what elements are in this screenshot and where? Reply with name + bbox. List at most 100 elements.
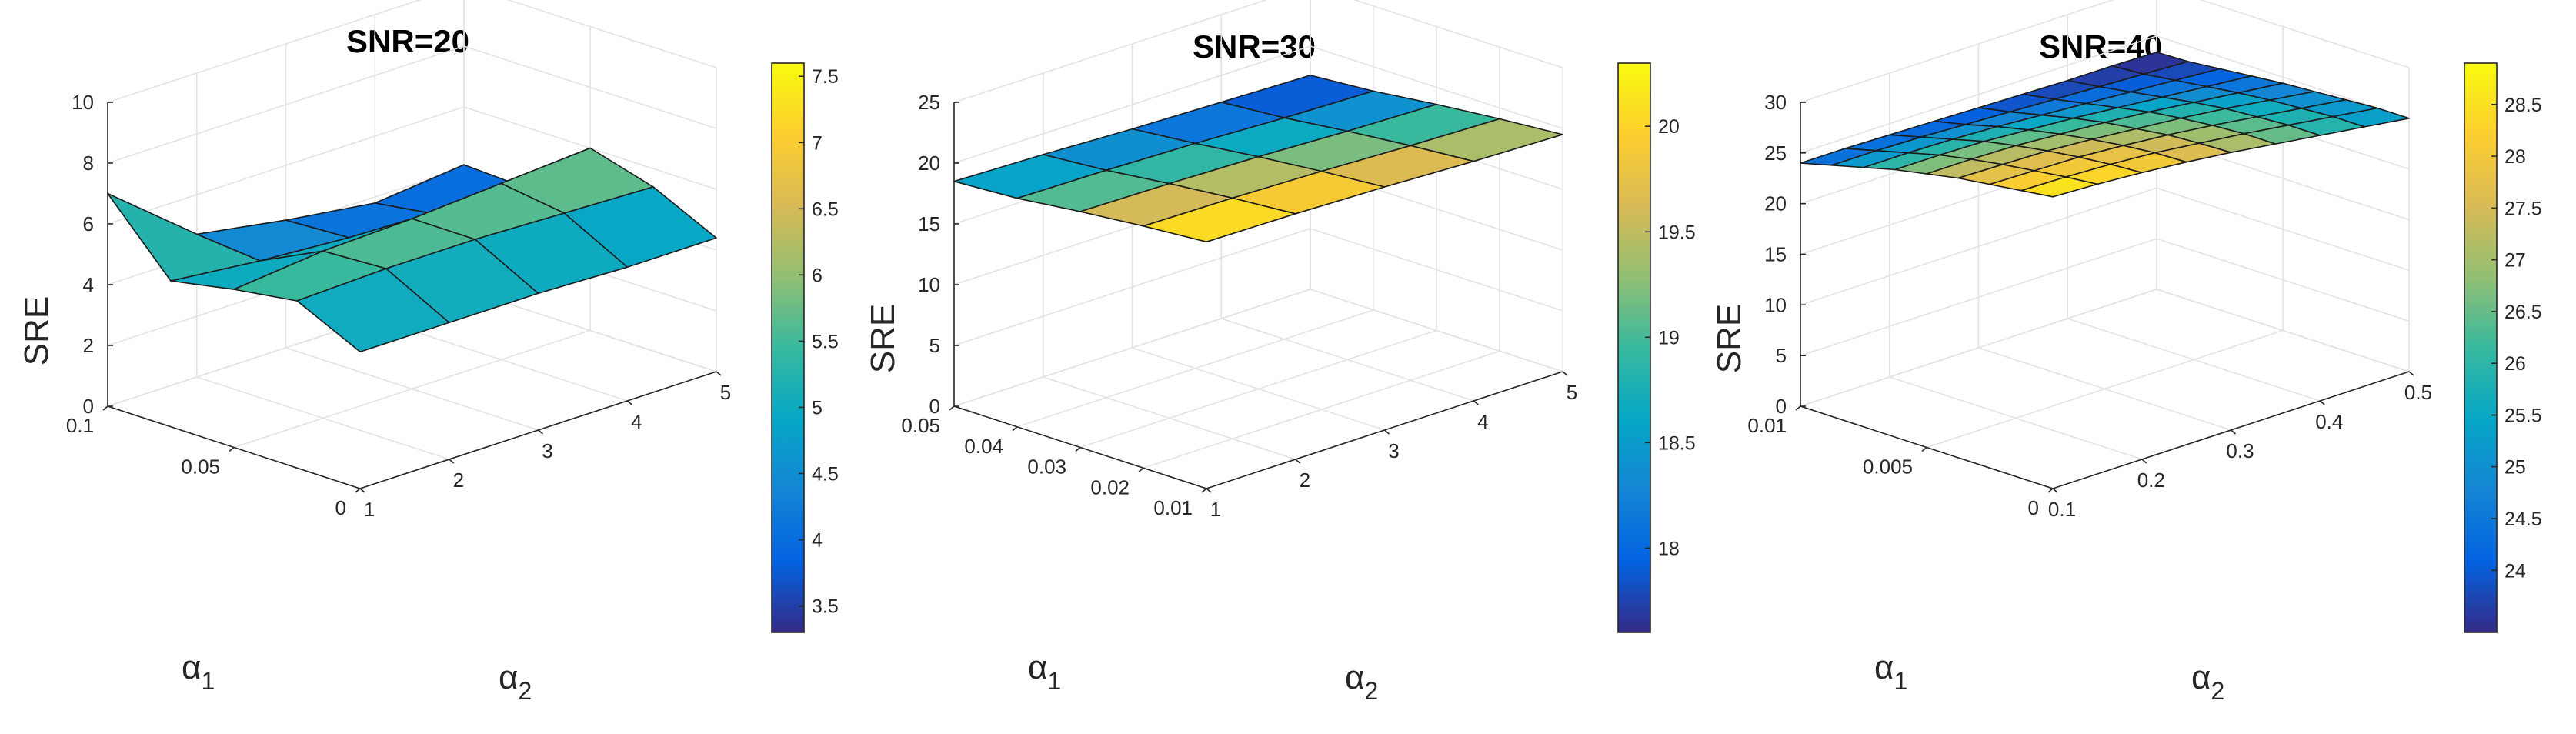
colorbar: 3.5 4 4.5 5 5.5 6 6.5 7 7.5 (771, 62, 839, 633)
y-axis-label: α1 (1874, 649, 1907, 695)
colorbar-tick-label: 6.5 (812, 199, 839, 220)
y-tick-mark (229, 446, 235, 452)
x-tick-label: 3 (1388, 439, 1399, 462)
colorbar-tick-label: 26 (2504, 353, 2526, 375)
colorbar-tick-label: 18.5 (1658, 432, 1696, 454)
x-axis-label: α2 (1345, 659, 1378, 705)
x-tick-label: 2 (453, 469, 464, 492)
colorbar-tick-label: 27 (2504, 250, 2526, 272)
y-tick-mark (1201, 488, 1207, 493)
z-axis-label: SRE (864, 304, 902, 373)
y-tick-mark (1075, 446, 1081, 452)
z-gridline (1800, 289, 2410, 407)
y-tick-mark (102, 405, 108, 411)
y-tick-label: 0.02 (1090, 475, 1130, 499)
x-axis-label: α2 (2191, 659, 2224, 705)
colorbar-tick-label: 28 (2504, 146, 2526, 168)
z-tick-label: 25 (1764, 142, 1787, 165)
x-tick-label: 0.1 (2048, 498, 2076, 521)
y-tick-label: 0.03 (1027, 455, 1066, 479)
y-tick-label: 0 (2028, 496, 2039, 519)
colorbar-tick-label: 19.5 (1658, 222, 1696, 243)
colorbar-gradient (2464, 63, 2497, 632)
x-tick-label: 1 (1210, 498, 1221, 521)
z-gridline (107, 0, 717, 103)
y-tick-mark (1795, 405, 1801, 411)
x-tick-mark (2230, 429, 2237, 435)
x-tick-label: 4 (1477, 410, 1488, 433)
colorbar-tick-label: 24.5 (2504, 509, 2542, 530)
y-tick-mark (949, 405, 955, 411)
z-tick-label: 30 (1764, 91, 1787, 114)
z-tick-label: 0 (83, 395, 94, 418)
y-tick-label: 0 (335, 496, 346, 519)
x-tick-mark (2052, 488, 2058, 493)
subplot-snr40: SNR=40 0.10.20.30.40.500.0050.0105101520… (1710, 0, 2542, 705)
x-tick-mark (716, 371, 722, 376)
y-tick-mark (355, 488, 361, 493)
colorbar-tick-label: 18 (1658, 538, 1680, 559)
colorbar-tick-label: 27.5 (2504, 198, 2542, 219)
axes-3d: 1 2 3 4 5 0.01 0.02 0.03 0.04 0.050 5 10 15 20 25 (901, 0, 1577, 521)
z-tick-label: 15 (1764, 243, 1787, 266)
colorbar-tick-label: 7 (812, 132, 823, 154)
z-gridline (1800, 238, 2410, 356)
x-tick-mark (1473, 400, 1479, 405)
x-tick-mark (2319, 400, 2325, 405)
colorbar-frame (771, 62, 805, 633)
z-tick-label: 10 (72, 91, 94, 114)
colorbar-frame (1617, 62, 1651, 633)
y-tick-label: 0.01 (1747, 414, 1787, 437)
x-tick-label: 0.4 (2315, 410, 2343, 433)
colorbar-tick-label: 5.5 (812, 331, 839, 352)
colorbar-tick-label: 6 (812, 265, 823, 286)
x-tick-mark (1295, 459, 1301, 464)
x-tick-label: 1 (364, 498, 375, 521)
x-tick-label: 4 (631, 410, 642, 433)
y-tick-label: 0.05 (901, 414, 940, 437)
y-tick-mark (2047, 488, 2054, 493)
y-tick-label: 0.005 (1863, 455, 1913, 479)
colorbar-tick-label: 3.5 (812, 596, 839, 618)
colorbar-tick-label: 24 (2504, 560, 2526, 582)
x-tick-mark (626, 400, 632, 405)
z-tick-label: 0 (929, 395, 940, 418)
z-tick-label: 4 (83, 273, 94, 296)
colorbar-tick-label: 4.5 (812, 464, 839, 485)
x-tick-label: 5 (1567, 381, 1577, 404)
y-axis-label: α1 (1028, 649, 1061, 695)
colorbar-tick-label: 20 (1658, 116, 1680, 138)
y-gridline (1079, 26, 1437, 449)
surface-patch (1143, 197, 1296, 243)
subplot-title: SNR=20 (346, 23, 469, 59)
colorbar: 18 18.5 19 19.5 20 (1617, 62, 1696, 633)
x-tick-mark (2408, 371, 2414, 376)
z-gridline (953, 0, 1563, 103)
z-tick-label: 0 (1776, 395, 1787, 418)
colorbar-tick-label: 7.5 (812, 66, 839, 88)
z-tick-label: 10 (1764, 293, 1787, 316)
z-gridline (953, 228, 1563, 346)
y-axis-label: α1 (182, 649, 215, 695)
colorbar-tick-label: 25 (2504, 457, 2526, 479)
z-axis-label: SRE (18, 296, 55, 365)
z-tick-label: 20 (918, 152, 940, 175)
surface-patch (296, 268, 450, 353)
colorbar-tick-label: 26.5 (2504, 302, 2542, 323)
subplot-snr30: SNR=30 1 2 3 4 5 0.01 0.02 0.03 0.04 0.050 5 10 15 20… (864, 0, 1696, 705)
z-tick-label: 10 (918, 273, 940, 296)
colorbar-gradient (1618, 63, 1650, 632)
colorbar-tick-label: 28.5 (2504, 95, 2542, 116)
z-tick-label: 25 (918, 91, 940, 114)
y-tick-mark (1138, 467, 1144, 472)
subplot-title: SNR=30 (1193, 28, 1316, 65)
x-tick-mark (1383, 429, 1390, 435)
colorbar-tick-label: 4 (812, 530, 823, 552)
z-tick-label: 5 (929, 334, 940, 357)
x-tick-mark (2141, 459, 2147, 464)
z-gridline (107, 106, 717, 225)
z-gridline (1800, 187, 2410, 306)
